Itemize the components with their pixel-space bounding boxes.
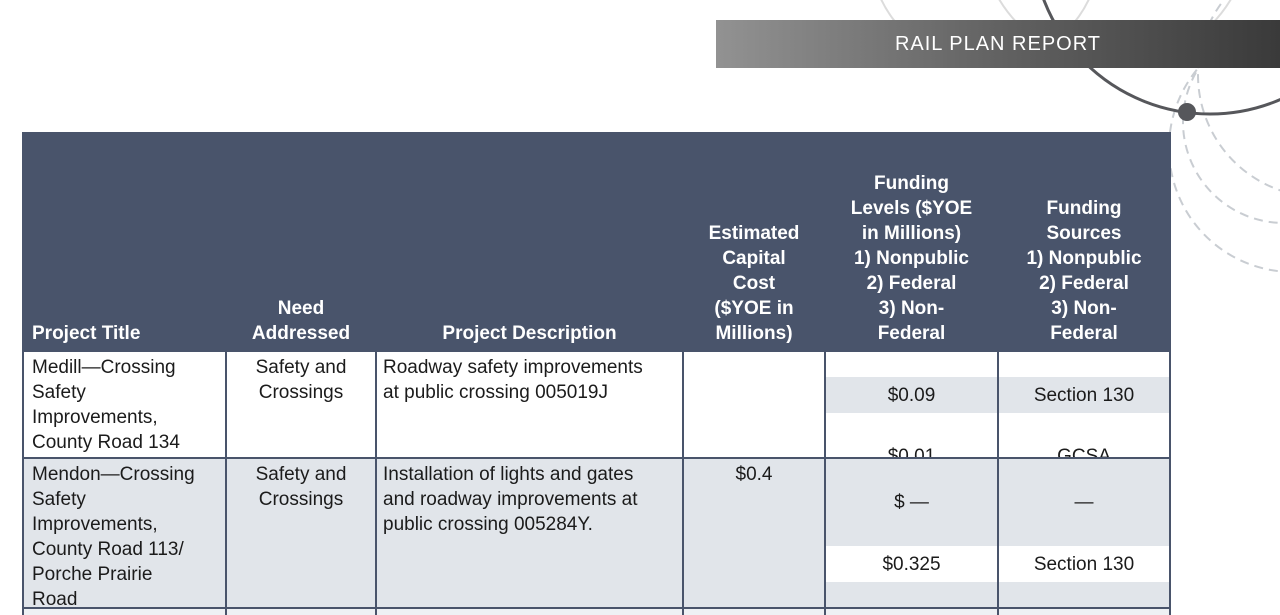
table-row-mendon: Mendon—Crossing Safety Improvements, Cou… xyxy=(24,457,1171,607)
funding-level-band: $0.325 xyxy=(826,546,997,582)
table-header-row: Project Title Need Addressed Project Des… xyxy=(24,132,1171,350)
node-dot-icon xyxy=(1178,103,1196,121)
cell-funding-sources: Section 130 GCSA xyxy=(999,352,1171,457)
cell-empty xyxy=(377,609,684,615)
cell-estimated-cost: $0.4 xyxy=(684,459,826,607)
cell-project-description: Roadway safety improvements at public cr… xyxy=(377,352,684,457)
col-header-funding-levels: Funding Levels ($YOE in Millions) 1) Non… xyxy=(826,132,999,350)
cell-need-addressed: Safety and Crossings xyxy=(227,352,377,457)
cell-funding-levels: $ — $0.325 $0.075 xyxy=(826,459,999,607)
table-row-clipped xyxy=(24,607,1171,615)
funding-source-band: Section 130 xyxy=(999,377,1169,413)
col-header-estimated-capital-cost: Estimated Capital Cost ($YOE in Millions… xyxy=(684,132,826,350)
dashed-circle-icon xyxy=(1182,20,1280,224)
banner-title: RAIL PLAN REPORT xyxy=(894,32,1102,55)
col-header-need-addressed: Need Addressed xyxy=(227,132,377,350)
funding-source-band: Section 130 xyxy=(999,546,1169,582)
col-header-funding-sources: Funding Sources 1) Nonpublic 2) Federal … xyxy=(999,132,1171,350)
col-header-project-title: Project Title xyxy=(24,132,227,350)
funding-source-band: GCSA xyxy=(999,438,1169,457)
funding-level-band: $0.01 xyxy=(826,438,997,457)
funding-level-band: $0.09 xyxy=(826,377,997,413)
cell-empty xyxy=(826,609,999,615)
cell-empty xyxy=(24,609,227,615)
table-row-medill: Medill—Crossing Safety Improvements, Cou… xyxy=(24,350,1171,457)
cell-project-title: Medill—Crossing Safety Improvements, Cou… xyxy=(24,352,227,457)
col-header-project-description: Project Description xyxy=(377,132,684,350)
cell-need-addressed: Safety and Crossings xyxy=(227,459,377,607)
funding-source-band: — xyxy=(999,484,1169,521)
dark-circle-icon xyxy=(1042,0,1280,116)
cell-project-title: Mendon—Crossing Safety Improvements, Cou… xyxy=(24,459,227,607)
projects-table: Project Title Need Addressed Project Des… xyxy=(22,132,1171,615)
cell-empty xyxy=(227,609,377,615)
cell-estimated-cost xyxy=(684,352,826,457)
cell-funding-sources: — Section 130 GCSA xyxy=(999,459,1171,607)
funding-level-band: $ — xyxy=(826,484,997,521)
cell-empty xyxy=(684,609,826,615)
cell-funding-levels: $0.09 $0.01 xyxy=(826,352,999,457)
dashed-circle-icon xyxy=(1197,0,1280,192)
report-banner: RAIL PLAN REPORT xyxy=(716,20,1280,68)
cell-empty xyxy=(999,609,1171,615)
cell-project-description: Installation of lights and gates and roa… xyxy=(377,459,684,607)
